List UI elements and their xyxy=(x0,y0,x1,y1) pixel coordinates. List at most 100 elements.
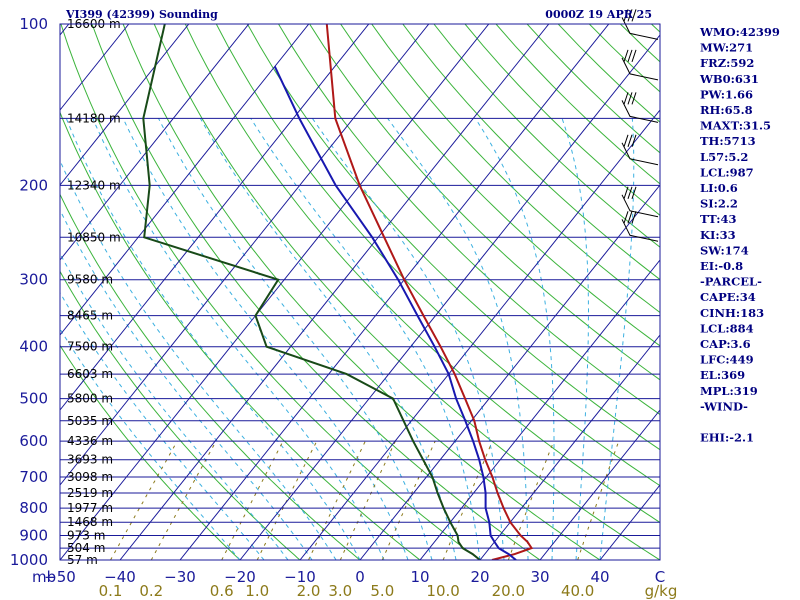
index-row: CAPE:34 xyxy=(700,290,756,304)
index-row: SW:174 xyxy=(700,243,749,257)
wind-barb-feather xyxy=(631,92,637,105)
wind-barb-feather xyxy=(623,92,629,105)
wind-barb xyxy=(621,100,659,123)
mixing-ratio-label: 3.0 xyxy=(328,582,352,600)
isotherm xyxy=(119,24,550,560)
height-label: 14180 m xyxy=(67,111,121,125)
mixing-ratio-label: 0.2 xyxy=(139,582,163,600)
wind-barb xyxy=(621,219,659,242)
index-row: TT:43 xyxy=(700,212,737,226)
height-label: 504 m xyxy=(67,541,105,555)
temperature-tick-label: −30 xyxy=(164,568,196,586)
height-label: 973 m xyxy=(67,528,105,542)
height-label: 7500 m xyxy=(67,340,113,354)
index-row: FRZ:592 xyxy=(700,56,754,70)
mixing-ratio-line xyxy=(507,440,555,560)
isotherm xyxy=(299,109,660,560)
height-label: 1468 m xyxy=(67,515,113,529)
moist-adiabat xyxy=(60,291,265,560)
height-label: 1977 m xyxy=(67,501,113,515)
temperature-tick-label: 20 xyxy=(470,568,489,586)
pressure-label: 900 xyxy=(19,526,48,544)
wind-barb xyxy=(621,142,659,166)
plot-frame xyxy=(59,23,661,561)
index-row: -WIND- xyxy=(700,399,748,413)
temperature-tick-label: C xyxy=(655,568,665,586)
height-label: 5035 m xyxy=(67,414,113,428)
pressure-label: 300 xyxy=(19,271,48,289)
pressure-label: 1000 xyxy=(10,551,48,569)
isotherm xyxy=(60,24,310,336)
moist-adiabat xyxy=(599,118,635,560)
moist-adiabat xyxy=(92,118,385,560)
moist-adiabat xyxy=(311,118,505,560)
height-label: 9580 m xyxy=(67,273,113,287)
sounding-time: 0000Z 19 APR 25 xyxy=(545,8,652,21)
isotherm xyxy=(60,24,190,186)
mixing-ratio-label: 0.6 xyxy=(210,582,234,600)
index-row: WMO:42399 xyxy=(699,25,780,39)
temperature-tick-label: 30 xyxy=(530,568,549,586)
wind-barb-feather xyxy=(623,49,629,63)
index-row: PW:1.66 xyxy=(700,87,753,101)
mixing-ratio-line xyxy=(577,440,620,560)
index-row: -PARCEL- xyxy=(700,275,762,289)
height-label: 2519 m xyxy=(67,486,113,500)
index-row: RH:65.8 xyxy=(700,103,753,117)
isotherm xyxy=(239,34,660,560)
temperature-tick-label: −40 xyxy=(104,568,136,586)
pressure-label: 800 xyxy=(19,499,48,517)
wind-barb xyxy=(621,57,659,81)
index-row: EI:-0.8 xyxy=(700,259,743,273)
index-row: KI:33 xyxy=(700,228,736,242)
moist-adiabat xyxy=(60,208,313,560)
index-row: EHI:-2.1 xyxy=(700,431,754,445)
moist-adiabat xyxy=(122,118,409,560)
index-row: MAXT:31.5 xyxy=(700,119,771,133)
index-row: LCL:884 xyxy=(700,321,754,335)
isotherm xyxy=(0,24,9,560)
height-label: 6603 m xyxy=(67,367,113,381)
temperature-tick-label: −10 xyxy=(284,568,316,586)
isotherm xyxy=(60,24,250,261)
mixing-ratio-label: 5.0 xyxy=(370,582,394,600)
wind-barb-feather xyxy=(627,49,633,63)
wind-barb xyxy=(621,194,659,218)
temperature-line xyxy=(325,24,534,560)
height-label: 12340 m xyxy=(67,178,121,192)
moist-adiabat xyxy=(474,118,555,560)
moist-adiabat xyxy=(60,159,337,560)
temperature-tick-label: 0 xyxy=(355,568,365,586)
index-row: MW:271 xyxy=(700,41,753,55)
index-row: MPL:319 xyxy=(700,384,758,398)
moist-adiabat xyxy=(60,252,289,560)
wind-barb-feather xyxy=(631,49,637,63)
isotherm xyxy=(419,259,660,560)
mixing-ratio-label: 20.0 xyxy=(492,582,525,600)
wind-barb-feather xyxy=(631,186,637,199)
sounding-traces xyxy=(142,24,534,560)
mixing-ratio-label: g/kg xyxy=(645,582,678,600)
wind-barb-feather xyxy=(631,211,637,224)
index-row: SI:2.2 xyxy=(700,197,738,211)
index-row: LI:0.6 xyxy=(700,181,738,195)
isotherm xyxy=(179,24,610,560)
isotherm xyxy=(479,334,660,560)
dewpoint-line xyxy=(142,24,481,560)
moist-adiabat xyxy=(65,118,361,560)
pressure-label: 700 xyxy=(19,468,48,486)
temperature-tick-label: −50 xyxy=(44,568,76,586)
index-row: WB0:631 xyxy=(699,72,759,86)
height-label: 8465 m xyxy=(67,309,113,323)
index-row: L57:5.2 xyxy=(700,150,748,164)
index-row: CAP:3.6 xyxy=(700,337,751,351)
wind-barb-feather xyxy=(623,9,629,22)
wind-barb-feather xyxy=(631,134,637,147)
pressure-label: 500 xyxy=(19,390,48,408)
mixing-ratio-label: 40.0 xyxy=(561,582,594,600)
pressure-unit-label: mb xyxy=(32,568,56,586)
pressure-label: 200 xyxy=(19,176,48,194)
